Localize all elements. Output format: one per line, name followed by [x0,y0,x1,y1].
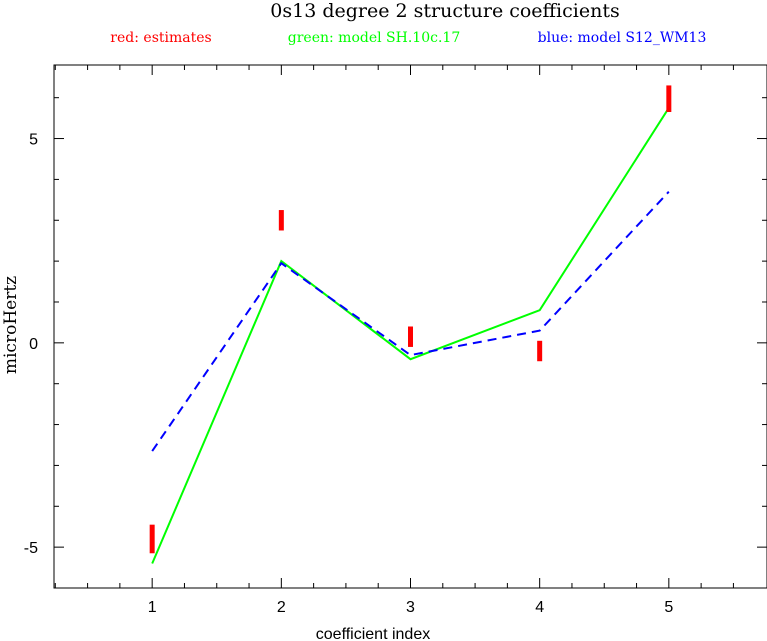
y-tick-labels: -5 0 5 [24,132,38,558]
series-layer [151,107,670,564]
series-line-blue [151,191,670,452]
x-tick-label: 2 [277,599,286,616]
x-tick-labels: 1 2 3 4 5 [148,599,674,616]
x-axis-label: coefficient index [316,626,430,641]
legend-model-s12: blue: model S12_WM13 [538,30,707,46]
ticks [54,65,767,589]
y-tick-label: 5 [29,132,38,149]
y-tick-label: 0 [29,336,38,353]
estimate-layer [149,85,672,554]
y-axis-label: microHertz [1,276,21,374]
legend-model-sh: green: model SH.10c.17 [288,30,460,46]
chart-title: 0s13 degree 2 structure coefficients [270,0,619,22]
x-tick-label: 4 [535,599,544,616]
series-line-green [151,107,670,564]
x-tick-label: 3 [406,599,415,616]
legend-estimates: red: estimates [110,30,211,46]
y-tick-label: -5 [24,540,38,557]
x-tick-label: 5 [664,599,673,616]
x-tick-label: 1 [148,599,157,616]
